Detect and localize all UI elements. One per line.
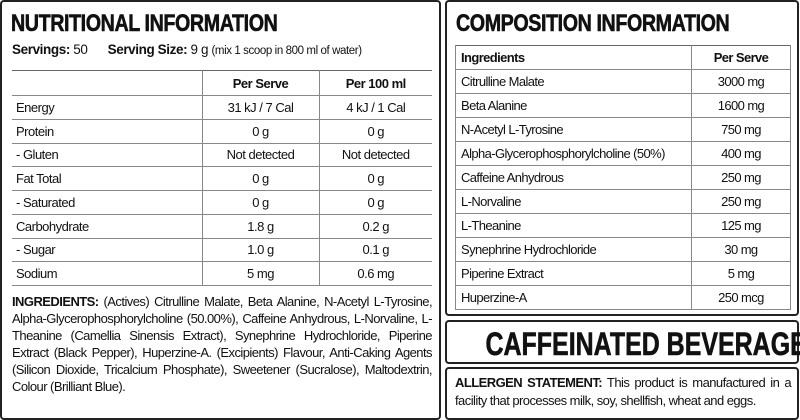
- table-row: Piperine Extract 5 mg: [455, 261, 791, 286]
- row-label: Citrulline Malate: [455, 69, 692, 94]
- row-value: 250 mcg: [691, 285, 791, 310]
- table-row: - Gluten Not detected Not detected: [12, 143, 432, 168]
- row-value: 0.1 g: [318, 238, 432, 263]
- row-value: 5 mg: [201, 261, 319, 286]
- row-value: 250 mg: [691, 189, 791, 214]
- row-value: 0 g: [201, 190, 319, 215]
- row-label: Alpha-Glycerophosphorylcholine (50%): [455, 141, 692, 166]
- row-label: Carbohydrate: [12, 214, 202, 239]
- table-row: Alpha-Glycerophosphorylcholine (50%) 400 …: [455, 141, 791, 166]
- row-label: - Sugar: [12, 238, 202, 263]
- row-label: N-Acetyl L-Tyrosine: [455, 117, 692, 142]
- table-row: - Sugar 1.0 g 0.1 g: [12, 238, 432, 263]
- row-value: 0.2 g: [318, 214, 432, 239]
- row-value: 30 mg: [691, 237, 791, 262]
- allergen-label: ALLERGEN STATEMENT:: [455, 375, 603, 390]
- row-value: 5 mg: [691, 261, 791, 286]
- header-cell: Ingredients: [455, 45, 692, 70]
- caffeinated-beverage-label: CAFFEINATED BEVERAGE: [485, 326, 800, 363]
- table-header: Ingredients Per Serve: [455, 45, 791, 70]
- row-label: Fat Total: [12, 166, 202, 191]
- ingredients-statement: INGREDIENTS: (Actives) Citrulline Malate…: [12, 293, 433, 395]
- table-row: Sodium 5 mg 0.6 mg: [12, 261, 432, 286]
- row-value: 0 g: [318, 190, 432, 215]
- row-value: 750 mg: [691, 117, 791, 142]
- servings-label: Servings:: [12, 42, 70, 57]
- row-value: Not detected: [318, 143, 432, 168]
- table-row: Caffeine Anhydrous 250 mg: [455, 165, 791, 190]
- serving-note: (mix 1 scoop in 800 ml of water): [211, 45, 362, 57]
- row-label: Energy: [12, 95, 202, 120]
- row-label: - Saturated: [12, 190, 202, 215]
- nutritional-information-panel: NUTRITIONAL INFORMATION Servings: 50 Ser…: [0, 0, 441, 420]
- row-label: L-Norvaline: [455, 189, 692, 214]
- row-value: 125 mg: [691, 213, 791, 238]
- allergen-text: This product is manufactured in a facili…: [455, 375, 792, 408]
- row-value: 3000 mg: [691, 69, 791, 94]
- table-row: N-Acetyl L-Tyrosine 750 mg: [455, 117, 791, 142]
- table-row: Huperzine-A 250 mcg: [455, 285, 791, 310]
- row-label: L-Theanine: [455, 213, 692, 238]
- row-label: Caffeine Anhydrous: [455, 165, 692, 190]
- row-value: Not detected: [201, 143, 319, 168]
- nutrition-table: Per Serve Per 100 ml Energy 31 kJ / 7 Cal…: [12, 70, 432, 286]
- table-row: Citrulline Malate 3000 mg: [455, 69, 791, 94]
- table-row: Synephrine Hydrochloride 30 mg: [455, 237, 791, 262]
- composition-information-panel: COMPOSITION INFORMATION Ingredients Per …: [445, 0, 799, 316]
- allergen-statement: ALLERGEN STATEMENT: This product is manu…: [455, 374, 792, 410]
- row-value: 31 kJ / 7 Cal: [201, 95, 319, 120]
- serving-size-value: 9 g: [190, 42, 209, 57]
- caffeinated-beverage-panel: CAFFEINATED BEVERAGE: [445, 320, 800, 364]
- table-row: Carbohydrate 1.8 g 0.2 g: [12, 214, 432, 239]
- row-label: Protein: [12, 119, 202, 144]
- header-cell: Per Serve: [201, 70, 319, 96]
- row-value: 1600 mg: [691, 93, 791, 118]
- table-row: L-Theanine 125 mg: [455, 213, 791, 238]
- row-value: 1.0 g: [201, 238, 319, 263]
- row-value: 0 g: [318, 166, 432, 191]
- header-cell: Per Serve: [691, 45, 791, 70]
- row-label: Synephrine Hydrochloride: [455, 237, 692, 262]
- table-header: Per Serve Per 100 ml: [12, 70, 432, 96]
- row-value: 250 mg: [691, 165, 791, 190]
- ingredients-label: INGREDIENTS:: [12, 294, 99, 309]
- row-label: Huperzine-A: [455, 285, 692, 310]
- row-value: 0 g: [318, 119, 432, 144]
- servings-line: Servings: 50 Serving Size: 9 g (mix 1 sc…: [12, 42, 362, 57]
- row-value: 0.6 mg: [318, 261, 432, 286]
- row-value: 0 g: [201, 166, 319, 191]
- allergen-panel: ALLERGEN STATEMENT: This product is manu…: [445, 367, 799, 420]
- composition-title: COMPOSITION INFORMATION: [456, 10, 730, 38]
- header-cell: [12, 70, 202, 96]
- row-label: Sodium: [12, 261, 202, 286]
- ingredients-text: (Actives) Citrulline Malate, Beta Alanin…: [12, 294, 433, 394]
- row-value: 4 kJ / 1 Cal: [318, 95, 432, 120]
- row-value: 400 mg: [691, 141, 791, 166]
- servings-value: 50: [73, 42, 88, 57]
- serving-size-label: Serving Size:: [107, 42, 188, 57]
- composition-table: Ingredients Per Serve Citrulline Malate 3…: [455, 45, 791, 310]
- row-value: 1.8 g: [201, 214, 319, 239]
- row-label: Beta Alanine: [455, 93, 692, 118]
- row-label: - Gluten: [12, 143, 202, 168]
- table-row: Energy 31 kJ / 7 Cal 4 kJ / 1 Cal: [12, 95, 432, 120]
- table-row: L-Norvaline 250 mg: [455, 189, 791, 214]
- table-row: Beta Alanine 1600 mg: [455, 93, 791, 118]
- header-cell: Per 100 ml: [318, 70, 432, 96]
- row-value: 0 g: [201, 119, 319, 144]
- nutrition-title: NUTRITIONAL INFORMATION: [11, 10, 278, 38]
- row-label: Piperine Extract: [455, 261, 692, 286]
